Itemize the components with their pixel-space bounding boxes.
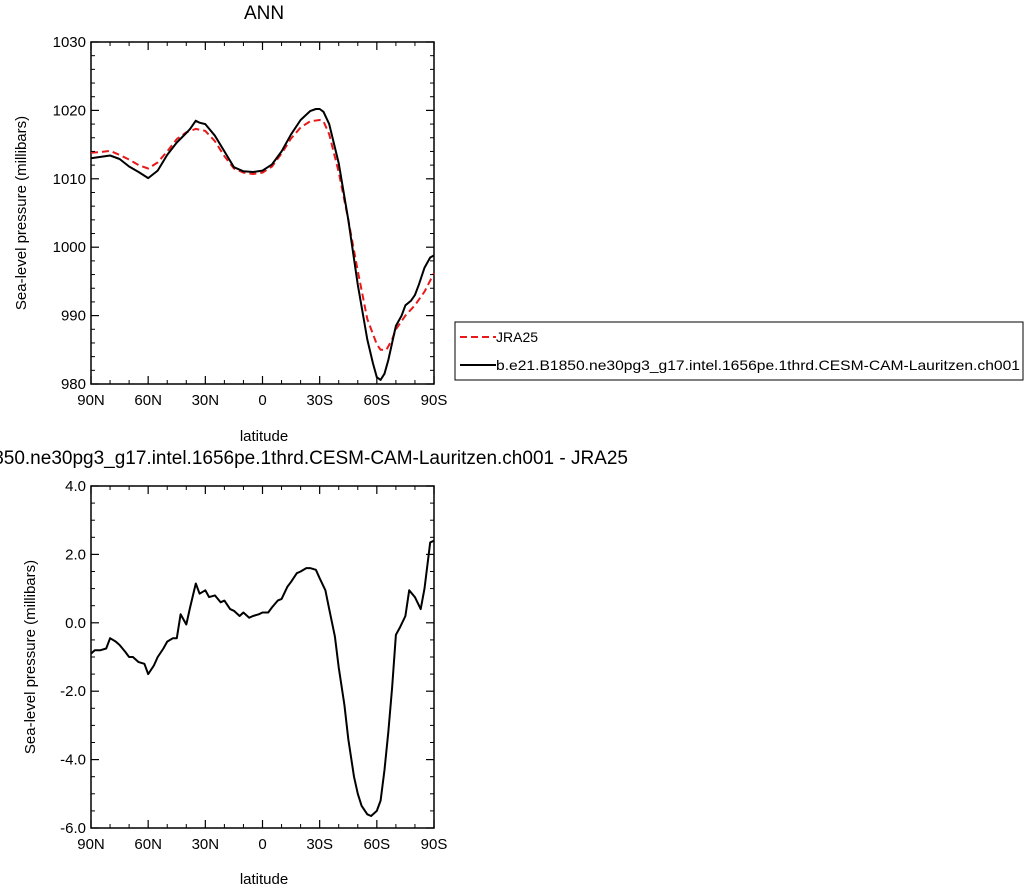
x-tick-label: 30N xyxy=(192,392,220,409)
y-tick-label: 1010 xyxy=(53,171,86,188)
x-tick-label: 60N xyxy=(134,836,162,853)
y-tick-label: -4.0 xyxy=(60,752,86,769)
legend: JRA25 b.e21.B1850.ne30pg3_g17.intel.1656… xyxy=(454,321,1024,381)
series-line-model xyxy=(90,108,435,381)
x-tick-label: 0 xyxy=(258,836,266,853)
x-tick-label: 30S xyxy=(306,392,333,409)
panel-difference: b.e21.B1850.ne30pg3_g17.intel.1656pe.1th… xyxy=(0,448,628,888)
y-axis-label: Sea-level pressure (millibars) xyxy=(13,116,30,310)
y-tick-label: 4.0 xyxy=(65,478,86,495)
legend-label-model: b.e21.B1850.ne30pg3_g17.intel.1656pe.1th… xyxy=(496,357,1020,373)
x-tick-label: 90N xyxy=(77,392,105,409)
y-tick-label: -2.0 xyxy=(60,683,86,700)
x-axis-label: latitude xyxy=(240,428,288,445)
y-tick-label: 980 xyxy=(61,376,86,393)
plot-frame-difference xyxy=(90,485,435,829)
series-line-difference xyxy=(90,539,435,817)
y-tick-label: 990 xyxy=(61,308,86,325)
legend-label-jra25: JRA25 xyxy=(496,329,538,345)
x-tick-label: 30N xyxy=(192,836,220,853)
chart-title-difference: b.e21.B1850.ne30pg3_g17.intel.1656pe.1th… xyxy=(0,448,628,469)
y-tick-label: 0.0 xyxy=(65,615,86,632)
x-tick-label: 0 xyxy=(258,392,266,409)
x-tick-label: 90S xyxy=(421,836,448,853)
x-tick-label: 60N xyxy=(134,392,162,409)
x-tick-label: 30S xyxy=(306,836,333,853)
x-tick-label: 90N xyxy=(77,836,105,853)
series-line-jra25 xyxy=(90,119,435,351)
x-tick-label: 60S xyxy=(363,392,390,409)
y-tick-label: 2.0 xyxy=(65,546,86,563)
chart-title: ANN xyxy=(244,3,284,24)
legend-box xyxy=(454,321,1024,381)
y-tick-label: 1020 xyxy=(53,102,86,119)
x-axis-label-difference: latitude xyxy=(240,871,288,888)
panel-climatology: ANN 90N 60N 30N 0 30S 60S 90S 980 990 1000 1010 102… xyxy=(13,3,1024,445)
y-axis-label-difference: Sea-level pressure (millibars) xyxy=(22,560,39,754)
x-tick-label: 90S xyxy=(421,392,448,409)
y-tick-label: 1030 xyxy=(53,34,86,51)
y-tick-label: 1000 xyxy=(53,239,86,256)
y-tick-label: -6.0 xyxy=(60,820,86,837)
x-tick-label: 60S xyxy=(363,836,390,853)
plot-frame xyxy=(90,41,435,385)
